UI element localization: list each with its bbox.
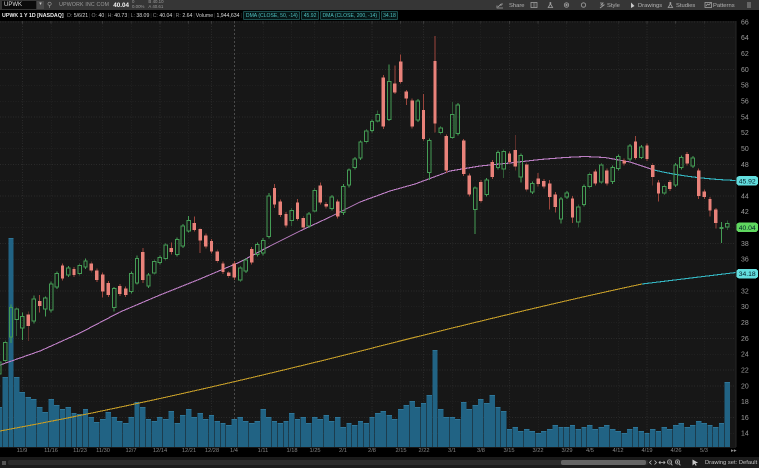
svg-text:18: 18: [741, 399, 749, 406]
svg-text:30: 30: [741, 304, 749, 311]
svg-text:14: 14: [741, 431, 749, 438]
svg-text:42: 42: [741, 209, 749, 216]
svg-text:34.18: 34.18: [739, 271, 756, 278]
svg-text:24: 24: [741, 352, 749, 359]
svg-text:40.04: 40.04: [739, 225, 756, 232]
svg-text:45.92: 45.92: [739, 178, 756, 185]
svg-text:54: 54: [741, 114, 749, 121]
svg-text:20: 20: [741, 383, 749, 390]
svg-text:Studies: Studies: [676, 3, 695, 9]
svg-text:Drawings: Drawings: [638, 3, 662, 9]
svg-text:38: 38: [741, 241, 749, 248]
svg-text:62: 62: [741, 51, 749, 58]
svg-text:26: 26: [741, 336, 749, 343]
svg-text:44: 44: [741, 193, 749, 200]
svg-text:32: 32: [741, 288, 749, 295]
svg-text:58: 58: [741, 83, 749, 90]
svg-text:50: 50: [741, 146, 749, 153]
svg-text:56: 56: [741, 99, 749, 106]
svg-text:66: 66: [741, 19, 749, 26]
svg-text:Patterns: Patterns: [713, 3, 735, 9]
svg-text:22: 22: [741, 367, 749, 374]
svg-text:Style: Style: [607, 3, 620, 9]
svg-text:60: 60: [741, 67, 749, 74]
svg-text:16: 16: [741, 415, 749, 422]
svg-text:64: 64: [741, 35, 749, 42]
svg-text:28: 28: [741, 320, 749, 327]
svg-text:52: 52: [741, 130, 749, 137]
svg-text:Share: Share: [509, 3, 524, 9]
svg-text:48: 48: [741, 162, 749, 169]
svg-text:36: 36: [741, 257, 749, 264]
